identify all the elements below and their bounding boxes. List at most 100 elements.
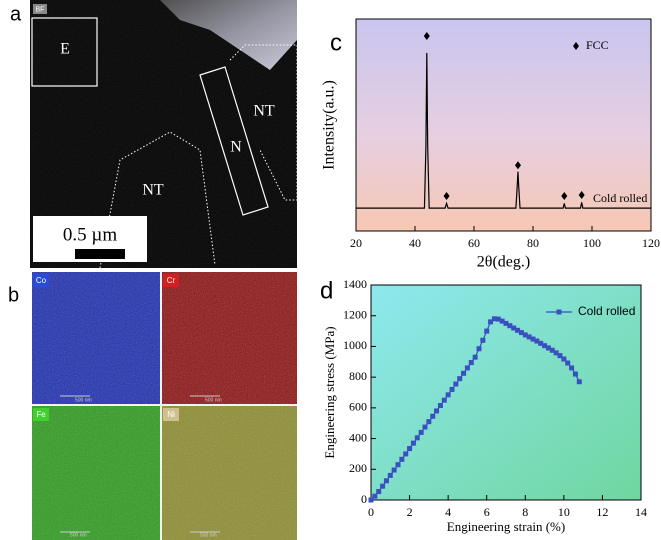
marker [368,497,374,503]
marker [576,379,582,385]
x-tick-label: 0 [368,505,374,519]
marker [522,332,528,338]
map-scale-label: 500 nm [70,532,87,538]
marker [476,346,482,352]
marker [380,483,386,489]
marker [468,360,474,366]
plot-background [371,285,641,500]
marker [457,376,463,382]
x-tick-label: 60 [468,236,480,250]
plot-frame [370,284,642,501]
x-tick-label: 6 [484,505,490,519]
marker [430,413,436,419]
data-line [356,52,651,209]
marker [453,381,459,387]
mode-badge [33,4,47,14]
marker [434,408,440,414]
marker [443,192,450,201]
element-label: Ni [167,410,175,419]
marker [372,493,378,499]
marker [395,462,401,468]
marker [553,350,559,356]
y-tick-label: 1400 [343,277,367,291]
region-label: E [60,41,70,58]
marker [407,446,413,452]
plot-frame [355,18,652,232]
marker [561,192,568,201]
map-badge [163,408,179,421]
marker [515,327,521,333]
texture [32,272,297,540]
legend-label: FCC [586,38,609,52]
marker [422,424,428,430]
marker [569,365,575,371]
marker [376,489,382,495]
marker [441,397,447,403]
y-tick-label: 1200 [343,307,367,321]
marker [530,336,536,342]
marker [423,31,430,40]
x-tick-label: 120 [642,236,660,250]
region-box [199,66,269,216]
marker [383,478,389,484]
x-tick-label: 10 [558,505,570,519]
marker [514,161,521,170]
y-tick-label: 600 [349,400,367,414]
region-label: NT [142,182,164,199]
scale-bar [75,249,125,259]
marker [480,337,486,343]
marker [507,323,513,329]
map-scale-label: 500 nm [205,397,222,403]
panel-label: c [330,29,342,56]
marker [426,419,432,425]
marker [418,429,424,435]
x-tick-label: 20 [350,236,362,250]
marker [545,345,551,351]
y-tick-label: 1000 [343,338,367,352]
marker [526,334,532,340]
y-tick-label: 0 [361,492,367,506]
region-label: N [230,139,242,156]
x-tick-label: 40 [409,236,421,250]
panel-label: a [10,3,22,25]
element-label: Cr [167,276,176,285]
y-tick-label: 400 [349,430,367,444]
y-tick-label: 800 [349,369,367,383]
marker [403,451,409,457]
marker [572,371,578,377]
map-scale-label: 500 nm [75,397,92,403]
x-axis-label: Engineering strain (%) [447,519,565,534]
map-badge [163,274,179,287]
marker [491,316,497,322]
y-tick-label: 200 [349,461,367,475]
map-badge [33,408,49,421]
map-scale-label: 500 nm [200,532,217,538]
marker [414,435,420,441]
region-label: NT [253,103,275,120]
mode-label: BF [36,6,45,13]
marker [538,340,544,346]
plot-background [356,19,651,231]
marker [391,467,397,473]
marker [561,356,567,362]
marker [495,316,501,322]
annotation: Cold rolled [593,191,647,205]
marker [461,370,467,376]
marker [557,353,563,359]
marker [549,347,555,353]
marker [503,320,509,326]
panel-label: d [320,277,333,304]
marker [410,440,416,446]
y-axis-label: Engineering stress (MPa) [322,326,337,458]
element-label: Co [36,276,47,285]
marker [449,386,455,392]
x-tick-label: 100 [583,236,601,250]
marker [542,343,548,349]
marker [464,365,470,371]
marker [484,328,490,334]
marker [445,392,451,398]
marker [499,318,505,324]
x-tick-label: 12 [596,505,608,519]
